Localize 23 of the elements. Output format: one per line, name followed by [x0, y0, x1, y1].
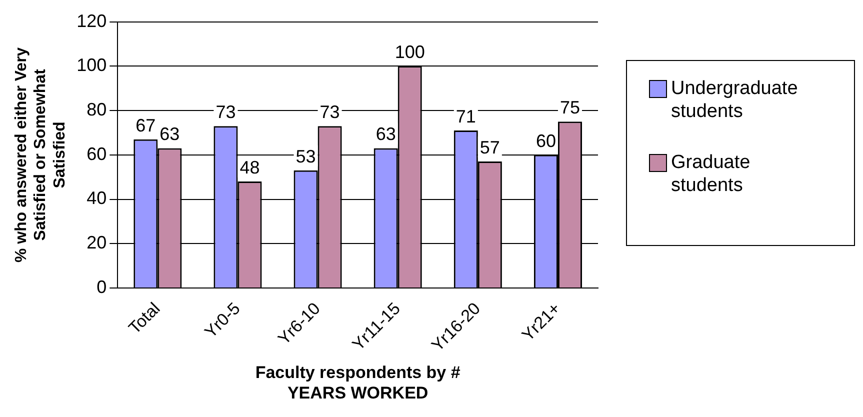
data-label: 71: [456, 106, 476, 126]
data-label: 73: [320, 102, 340, 122]
data-label: 63: [376, 124, 396, 144]
data-label: 48: [240, 157, 260, 178]
y-tick-label: 80: [86, 100, 107, 120]
y-tick-label: 60: [86, 144, 107, 164]
x-axis-title: Faculty respondents by # YEARS WORKED: [255, 363, 461, 402]
legend-label: Undergraduate students: [671, 77, 799, 123]
y-tick-label: 20: [86, 232, 107, 253]
legend-label: Graduate students: [671, 151, 752, 197]
y-tick-label: 100: [76, 55, 107, 76]
y-axis-title: % who answered either Very Satisfied or Somewhat Satisfied: [13, 47, 68, 263]
data-label: 73: [216, 102, 236, 122]
data-label: 57: [480, 138, 500, 158]
y-tick-label: 40: [86, 188, 107, 208]
y-tick-label: 120: [76, 10, 107, 31]
data-label: 67: [136, 115, 156, 136]
data-label: 75: [560, 98, 580, 118]
data-label: 100: [394, 42, 425, 62]
data-label: 63: [160, 124, 180, 144]
y-tick-label: 0: [96, 276, 107, 297]
data-label: 60: [536, 130, 556, 151]
data-label: 53: [296, 146, 316, 166]
